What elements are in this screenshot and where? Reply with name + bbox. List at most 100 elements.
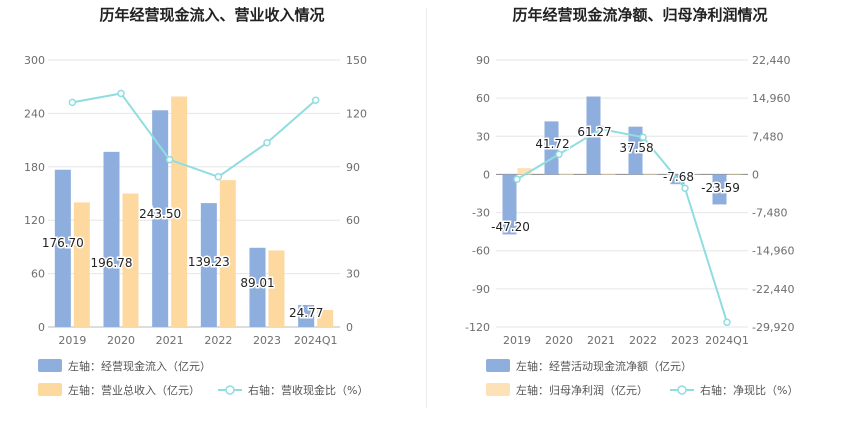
chart2-bar-a (502, 174, 517, 235)
chart2-left-tick: -60 (472, 245, 490, 258)
chart1-data-label: 139.23 (188, 255, 230, 269)
chart1-data-label: 89.01 (240, 276, 274, 290)
chart2-x-tick: 2024Q1 (705, 334, 749, 347)
chart2-left-tick: 60 (476, 92, 490, 105)
chart1-ratio-point (311, 96, 320, 104)
chart2-right-tick: -7,480 (752, 207, 787, 220)
chart2-right-tick: 0 (752, 168, 759, 181)
chart1-right-tick: 60 (346, 214, 360, 227)
chart2-x-tick: 2021 (587, 334, 615, 347)
chart1-bar-a (200, 203, 217, 327)
chart2-bar-a (586, 96, 601, 175)
chart1-bar-a (103, 151, 120, 327)
chart2-ratio-point (723, 318, 731, 327)
chart1-ratio-point (117, 89, 125, 98)
chart1-bar-b (317, 310, 334, 327)
chart2-legend-swatch-a (486, 359, 510, 372)
chart2-right-tick: 7,480 (752, 130, 784, 143)
chart1-right-tick: 120 (346, 107, 367, 120)
chart1-bar-a (54, 169, 71, 327)
chart1-data-label: 196.78 (91, 256, 133, 270)
chart2-ratio-point (513, 175, 521, 183)
chart2-x-tick: 2019 (503, 334, 531, 347)
chart2-x-tick: 2020 (545, 334, 573, 347)
chart1-right-tick: 0 (346, 321, 353, 334)
chart1-ratio-point (165, 155, 174, 164)
chart2-right-tick: 14,960 (752, 92, 791, 105)
chart2-data-label: 37.58 (619, 141, 653, 155)
chart2-left-tick: -30 (472, 207, 490, 220)
chart1-x-tick: 2019 (58, 334, 86, 347)
chart2-right-tick: -29,920 (752, 321, 794, 334)
chart2-left-tick: 90 (476, 54, 490, 67)
chart2-data-label: -7.68 (663, 170, 694, 184)
chart1-data-label: 176.70 (42, 236, 84, 250)
chart1-legend-label-b: 左轴：营业总收入（亿元） (68, 383, 200, 397)
chart2-ratio-line (516, 127, 728, 323)
chart2-bar-b (559, 173, 574, 175)
chart1-data-label: 24.77 (289, 306, 323, 320)
panel-divider (426, 8, 427, 408)
chart2-ratio-point (597, 125, 605, 133)
chart1-right-tick: 150 (346, 54, 367, 67)
chart1-left-tick: 120 (24, 214, 45, 227)
chart2-bar-a (628, 126, 643, 175)
chart1-legend-swatch-b (38, 383, 62, 396)
chart1-legend-label-a: 左轴：经营现金流入（亿元） (68, 359, 211, 373)
chart2-data-label: 61.27 (577, 125, 611, 139)
chart1-x-tick: 2023 (253, 334, 281, 347)
chart1-ratio-point (263, 139, 271, 147)
chart2-left-tick: 30 (476, 130, 490, 143)
chart2-right-tick: -22,440 (752, 283, 794, 296)
chart2-left-tick: -120 (465, 321, 490, 334)
chart2-title: 历年经营现金流净额、归母净利润情况 (512, 6, 767, 24)
chart2-data-label: -23.59 (701, 181, 740, 195)
chart1-title: 历年经营现金流入、营业收入情况 (99, 6, 324, 24)
chart1-right-tick: 30 (346, 268, 360, 281)
chart1-legend-line-marker (225, 385, 235, 395)
chart2-legend-label-a: 左轴：经营活动现金流净额（亿元） (516, 359, 692, 373)
chart1-bar-b (122, 193, 139, 327)
chart1-bar-a (298, 304, 315, 327)
chart2-x-tick: 2023 (671, 334, 699, 347)
chart1-bar-b (268, 250, 285, 327)
chart2-x-tick: 2022 (629, 334, 657, 347)
chart2-bar-b (517, 168, 532, 175)
chart1-left-tick: 300 (24, 54, 45, 67)
chart2-right-tick: 22,440 (752, 54, 791, 67)
chart1-legend-swatch-a (38, 359, 62, 372)
chart1-data-label: 243.50 (139, 207, 181, 221)
chart1-left-tick: 60 (31, 268, 45, 281)
chart1-bar-b (73, 202, 90, 327)
chart1-x-tick: 2020 (107, 334, 135, 347)
chart1-bar-b (171, 96, 188, 328)
chart1-left-tick: 0 (38, 321, 45, 334)
chart2-bar-b (601, 173, 616, 175)
chart2-legend-swatch-b (486, 383, 510, 396)
chart1-ratio-line (72, 92, 317, 178)
chart2-right-tick: -14,960 (752, 245, 794, 258)
chart1-bar-a (152, 110, 169, 327)
chart1-left-tick: 240 (24, 107, 45, 120)
chart1-legend-label-c: 右轴：营收现金比（%） (248, 383, 368, 397)
chart1-ratio-point (214, 173, 223, 181)
chart1-x-tick: 2024Q1 (294, 334, 338, 347)
chart2-left-tick: 0 (483, 168, 490, 181)
chart1-left-tick: 180 (24, 161, 45, 174)
chart2-legend-label-b: 左轴：归母净利润（亿元） (516, 383, 648, 397)
chart2-ratio-point (639, 133, 647, 141)
chart1-x-tick: 2021 (156, 334, 184, 347)
chart2-legend-label-c: 右轴：净现比（%） (700, 383, 798, 397)
chart1-x-tick: 2022 (204, 334, 232, 347)
chart2-data-label: 41.72 (535, 137, 569, 151)
chart2-ratio-point (681, 184, 689, 192)
chart2-ratio-point (555, 150, 563, 159)
chart1-ratio-point (68, 98, 77, 107)
chart2-data-label: -47.20 (491, 220, 530, 234)
chart1-bar-a (249, 247, 266, 327)
chart1-right-tick: 90 (346, 161, 360, 174)
chart2-legend-line-marker (677, 385, 687, 395)
chart1-bar-b (219, 180, 236, 327)
chart2-bar-a (712, 174, 727, 205)
